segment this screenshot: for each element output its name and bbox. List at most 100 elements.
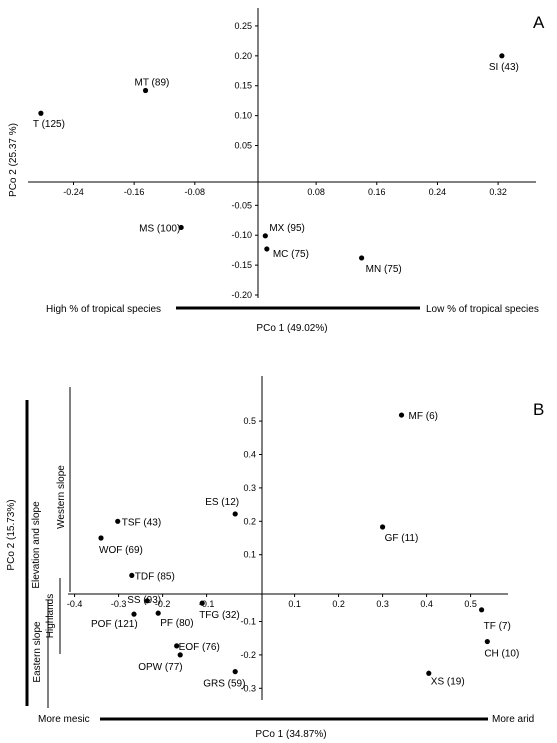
data-point-label: MN (75)	[366, 264, 402, 275]
data-point	[479, 607, 485, 613]
data-point-label: PF (80)	[160, 618, 193, 629]
data-point	[232, 511, 238, 517]
data-point-label: GRS (59)	[203, 679, 245, 690]
y-tick-label: 0.1	[243, 550, 256, 560]
data-point	[144, 598, 150, 604]
panel-b-ticks: -0.4 -0.3 -0.2 -0.1 0.1 0.2 0.3 0.4 0.5 0.5 0.4 0.3…	[67, 416, 477, 693]
data-point-label: T (125)	[33, 119, 65, 130]
data-point	[499, 53, 505, 59]
highlands-label: Highlands	[45, 594, 56, 638]
data-point-label: MC (75)	[273, 249, 309, 260]
data-point	[484, 638, 490, 645]
data-point-label: TSF (43)	[122, 517, 161, 528]
panel-a-gradient-right: Low % of tropical species	[426, 304, 539, 315]
eastern-slope-label: Eastern slope	[32, 621, 43, 683]
data-point	[178, 224, 184, 231]
panel-a: A -0.24 -0.16 -0.08 0.08 0.16 0.24 0.32 0.25 0.2…	[8, 8, 545, 334]
panel-a-y-axis-label: PCo 2 (25.37 %)	[8, 123, 19, 197]
data-point-label: SS (93)	[127, 595, 161, 606]
y-tick-label: -0.3	[240, 683, 256, 693]
data-point-label: OPW (77)	[138, 662, 182, 673]
y-tick-label: -0.15	[231, 260, 252, 270]
data-point-label: POF (121)	[91, 619, 138, 630]
data-point	[177, 652, 183, 658]
x-tick-label: 0.5	[464, 599, 477, 609]
data-point-label: WOF (69)	[99, 545, 143, 556]
panel-b-x-axis-label: PCo 1 (34.87%)	[255, 729, 326, 740]
y-tick-label: 0.10	[234, 111, 252, 121]
x-tick-label: -0.3	[111, 599, 127, 609]
y-tick-label: 0.4	[243, 449, 256, 459]
x-tick-label: 0.2	[332, 599, 345, 609]
data-point	[115, 518, 121, 524]
x-tick-label: -0.1	[199, 599, 215, 609]
panel-b-label: B	[533, 400, 544, 419]
panel-a-ticks: -0.24 -0.16 -0.08 0.08 0.16 0.24 0.32 0.25 0.20 0…	[63, 21, 507, 300]
data-point-label: SI (43)	[489, 62, 519, 73]
x-tick-label: -0.4	[67, 599, 83, 609]
panel-b-y-axis-label: PCo 2 (15.73%)	[6, 499, 17, 570]
data-point	[398, 412, 405, 418]
x-tick-label: 0.4	[420, 599, 433, 609]
panel-b-gradient-left: More mesic	[38, 714, 90, 725]
data-point-label: MF (6)	[409, 411, 438, 422]
y-tick-label: -0.20	[231, 290, 252, 300]
data-point	[426, 670, 432, 676]
data-point	[98, 535, 104, 541]
data-point-label: TFG (32)	[199, 610, 240, 621]
panel-a-points: SI (43) MT (89) T (125) MS (100) MX (95) MC (…	[33, 53, 519, 275]
data-point	[174, 643, 180, 649]
x-tick-label: 0.1	[288, 599, 301, 609]
y-tick-label: 0.5	[243, 416, 256, 426]
x-tick-label: 0.3	[376, 599, 389, 609]
x-tick-label: -0.16	[124, 187, 145, 197]
data-point-label: MS (100)	[139, 223, 180, 234]
x-tick-label: 0.24	[429, 187, 447, 197]
x-tick-label: 0.08	[307, 187, 325, 197]
x-tick-label: 0.32	[489, 187, 507, 197]
data-point	[359, 255, 365, 261]
y-tick-label: -0.10	[231, 230, 252, 240]
y-tick-label: 0.15	[234, 81, 252, 91]
panel-b-points: MF (6) GF (11) ES (12) TSF (43) WOF (69) TDF …	[91, 411, 519, 690]
data-point	[232, 669, 238, 675]
x-tick-label: 0.16	[368, 187, 386, 197]
y-tick-label: -0.2	[240, 650, 256, 660]
data-point	[129, 572, 135, 579]
data-point-label: TF (7)	[484, 621, 511, 632]
data-point-label: ES (12)	[205, 497, 239, 508]
panel-a-gradient-left: High % of tropical species	[46, 304, 161, 315]
western-slope-label: Western slope	[56, 465, 67, 529]
x-tick-label: -0.08	[185, 187, 206, 197]
data-point	[131, 611, 137, 617]
y-tick-label: 0.05	[234, 141, 252, 151]
x-tick-label: -0.24	[63, 187, 84, 197]
y-tick-label: 0.20	[234, 51, 252, 61]
data-point	[199, 600, 205, 606]
x-tick-label: -0.2	[155, 599, 171, 609]
y-tick-label: -0.05	[231, 200, 252, 210]
y-tick-label: -0.1	[240, 617, 256, 627]
data-point-label: TDF (85)	[135, 571, 175, 582]
data-point	[380, 524, 386, 530]
data-point-label: MX (95)	[269, 223, 305, 234]
data-point-label: MT (89)	[135, 78, 170, 89]
data-point	[142, 87, 149, 94]
panel-b: B -0.4 -0.3 -0.2 -0.1 0.1 0.2 0.3 0.4 0.5 0.5 0.4 0…	[6, 376, 544, 740]
data-point-label: GF (11)	[385, 533, 419, 544]
panel-b-gradient-right: More arid	[492, 714, 534, 725]
data-point-label: CH (10)	[484, 649, 519, 660]
data-point-label: XS (19)	[431, 676, 465, 687]
y-tick-label: 0.3	[243, 483, 256, 493]
panel-a-label: A	[533, 13, 545, 32]
panel-a-x-axis-label: PCo 1 (49.02%)	[256, 323, 327, 334]
data-point	[262, 233, 268, 239]
data-point	[38, 110, 44, 116]
y-tick-label: 0.2	[243, 516, 256, 526]
data-point-label: EOF (76)	[179, 642, 220, 653]
data-point	[155, 610, 161, 616]
elevation-slope-label: Elevation and slope	[31, 501, 42, 589]
y-tick-label: 0.25	[234, 21, 252, 31]
data-point	[264, 246, 270, 252]
